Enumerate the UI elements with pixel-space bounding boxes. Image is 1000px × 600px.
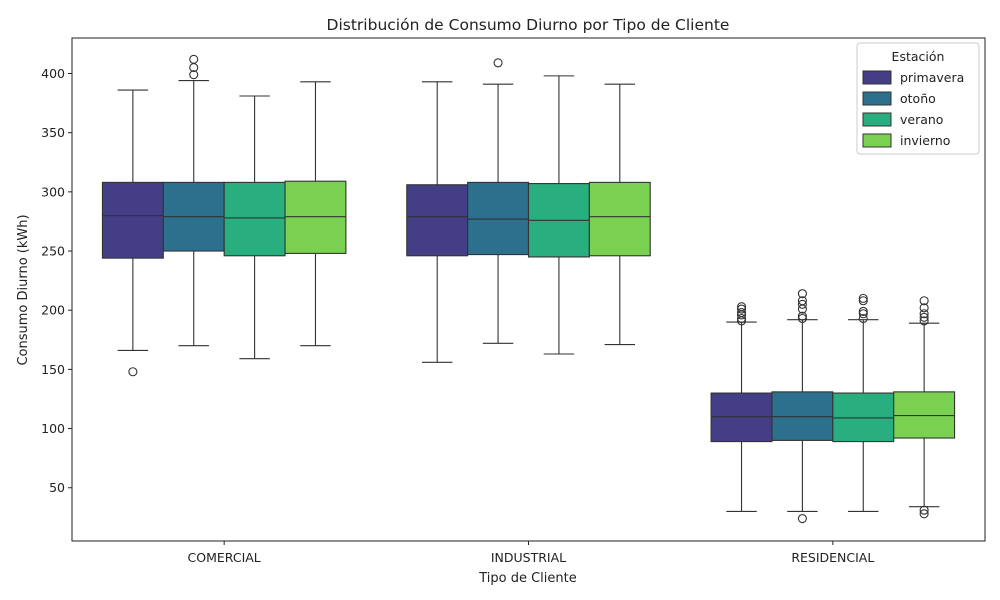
- outlier-point: [858, 293, 868, 303]
- box-verano-residencial: [832, 293, 895, 512]
- outlier-point: [797, 311, 807, 321]
- outlier-point: [189, 54, 199, 64]
- outlier-point: [919, 296, 929, 306]
- legend-label-invierno: invierno: [900, 133, 950, 148]
- x-axis-title: Tipo de Cliente: [478, 571, 577, 586]
- box-body: [771, 391, 834, 441]
- box-body: [832, 392, 895, 443]
- box-body: [893, 391, 956, 439]
- outlier-point: [736, 304, 747, 314]
- outlier-point: [493, 58, 503, 68]
- plot-frame: [71, 37, 986, 542]
- outlier-point: [797, 296, 807, 306]
- box-body: [406, 184, 469, 257]
- y-axis-title: Consumo Diurno (kWh): [16, 214, 31, 365]
- y-tick-label: 50: [49, 480, 65, 495]
- y-tick-label: 350: [41, 125, 65, 140]
- outlier-point: [797, 289, 807, 299]
- x-tick-label: RESIDENCIAL: [791, 550, 874, 565]
- y-tick-label: 150: [41, 362, 65, 377]
- outlier-point: [797, 299, 807, 309]
- box-body: [223, 181, 286, 257]
- box-otoño-residencial: [771, 289, 834, 524]
- y-tick-label: 300: [41, 184, 65, 199]
- x-tick-label: INDUSTRIAL: [491, 550, 566, 565]
- outlier-point: [858, 306, 868, 316]
- box-primavera-residencial: [710, 302, 773, 512]
- box-otoño-comercial: [162, 54, 225, 347]
- chart-title: Distribución de Consumo Diurno por Tipo …: [327, 16, 730, 34]
- y-tick-label: 250: [41, 244, 65, 259]
- box-otoño-industrial: [467, 58, 530, 344]
- legend-swatch-verano: [862, 112, 892, 127]
- legend-swatch-primavera: [862, 70, 892, 85]
- box-verano-comercial: [223, 95, 286, 360]
- legend-swatch-invierno: [862, 133, 892, 148]
- outlier-point: [736, 302, 747, 312]
- legend-swatch-otoño: [862, 91, 892, 106]
- box-body: [284, 180, 347, 254]
- outlier-point: [858, 309, 868, 319]
- box-body: [710, 392, 773, 443]
- y-tick-label: 400: [41, 66, 65, 81]
- box-invierno-comercial: [284, 81, 347, 347]
- box-primavera-industrial: [406, 81, 469, 363]
- box-invierno-residencial: [893, 296, 956, 519]
- legend-label-primavera: primavera: [900, 70, 964, 85]
- legend-label-verano: verano: [900, 112, 943, 127]
- outlier-point: [797, 513, 807, 524]
- legend-title: Estación: [892, 49, 945, 64]
- outlier-point: [858, 296, 868, 306]
- outlier-point: [797, 313, 807, 324]
- y-tick-label: 100: [41, 421, 65, 436]
- y-tick-label: 200: [41, 303, 65, 318]
- outlier-point: [858, 313, 868, 324]
- outlier-point: [189, 70, 199, 80]
- legend: Estación primavera otoño verano invierno: [856, 42, 980, 155]
- outlier-point: [128, 367, 138, 377]
- outlier-point: [919, 505, 929, 515]
- box-body: [101, 181, 164, 259]
- box-verano-industrial: [527, 75, 590, 355]
- outlier-point: [919, 316, 929, 326]
- outlier-point: [736, 308, 747, 318]
- box-primavera-comercial: [101, 89, 164, 377]
- outlier-point: [736, 313, 747, 324]
- outlier-point: [919, 303, 929, 313]
- legend-label-otoño: otoño: [900, 91, 936, 106]
- box-invierno-industrial: [588, 83, 651, 346]
- box-body: [467, 181, 530, 256]
- outlier-point: [919, 312, 929, 322]
- outlier-point: [919, 309, 929, 319]
- x-tick-label: COMERCIAL: [188, 550, 261, 565]
- box-body: [588, 181, 651, 257]
- outlier-point: [919, 509, 929, 519]
